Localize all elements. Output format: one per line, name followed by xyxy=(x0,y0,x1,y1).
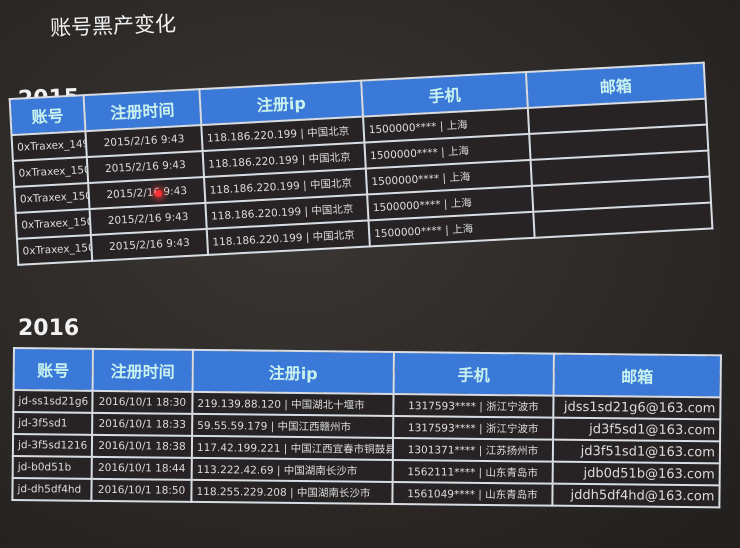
cell-account: 0xTraxex_1499 xyxy=(11,131,87,161)
cell-account: jd-3f5sd1216 xyxy=(12,434,93,457)
cell-phone: 1317593**** | 浙江宁波市 xyxy=(393,415,554,440)
cell-account: jd-3f5sd1 xyxy=(13,412,93,435)
column-header-reg-time: 注册时间 xyxy=(92,348,193,392)
cell-reg-time: 2016/10/1 18:33 xyxy=(92,412,193,436)
cell-email: jddh5df4hd@163.com xyxy=(552,483,720,508)
cell-email: jd3f51sd1@163.com xyxy=(552,439,721,464)
accounts-table-2016: 账号 注册时间 注册ip 手机 邮箱 jd-ss1sd21g6 2016/10/1… xyxy=(11,347,722,508)
year-2016-heading: 2016 xyxy=(18,316,80,341)
cell-email: jdb0d51b@163.com xyxy=(552,461,720,486)
cell-reg-time: 2016/10/1 18:44 xyxy=(91,456,192,480)
column-header-reg-ip: 注册ip xyxy=(192,349,394,394)
cell-reg-time: 2015/2/16 9:43 xyxy=(90,228,209,261)
cell-phone: 1562111**** | 山东青岛市 xyxy=(392,459,553,484)
laser-pointer-dot xyxy=(155,190,162,197)
column-header-reg-time: 注册时间 xyxy=(83,89,202,132)
cell-phone: 1317593**** | 浙江宁波市 xyxy=(393,393,554,418)
cell-phone: 1301371**** | 江苏扬州市 xyxy=(392,437,554,462)
cell-reg-time: 2016/10/1 18:30 xyxy=(92,390,193,414)
cell-reg-ip: 118.255.229.208 | 中国湖南长沙市 xyxy=(191,479,393,504)
cell-reg-ip: 113.222.42.69 | 中国湖南长沙市 xyxy=(191,457,393,482)
cell-email: jd3f5sd1@163.com xyxy=(553,417,721,442)
cell-reg-ip: 117.42.199.221 | 中国江西宜春市铜鼓县 xyxy=(191,435,394,460)
table-header-row: 账号 注册时间 注册ip 手机 邮箱 xyxy=(13,348,721,398)
accounts-table-2015: 账号 注册时间 注册ip 手机 邮箱 0xTraxex_1499 2015/2/1… xyxy=(9,62,714,266)
cell-reg-ip: 59.55.59.179 | 中国江西赣州市 xyxy=(192,413,394,438)
column-header-account: 账号 xyxy=(9,95,86,136)
cell-account: jd-ss1sd21g6 xyxy=(13,390,93,413)
cell-reg-ip: 219.139.88.120 | 中国湖北十堰市 xyxy=(192,391,394,416)
cell-account: 0xTraxex_1502 xyxy=(15,209,91,239)
cell-account: 0xTraxex_1500 xyxy=(12,157,89,187)
cell-account: 0xTraxex_1503 xyxy=(16,234,93,265)
cell-reg-time: 2016/10/1 18:50 xyxy=(91,478,192,502)
cell-reg-time: 2016/10/1 18:38 xyxy=(91,434,193,458)
column-header-account: 账号 xyxy=(13,348,93,391)
cell-phone: 1561049**** | 山东青岛市 xyxy=(392,481,553,506)
column-header-phone: 手机 xyxy=(393,351,554,396)
cell-account: 0xTraxex_1501 xyxy=(14,183,90,213)
cell-account: jd-dh5df4hd xyxy=(12,478,92,501)
cell-account: jd-b0d51b xyxy=(12,456,92,479)
cell-email: jdss1sd21g6@163.com xyxy=(553,395,721,420)
slide-title: 账号黑产变化 xyxy=(49,11,177,41)
column-header-email: 邮箱 xyxy=(553,353,721,398)
